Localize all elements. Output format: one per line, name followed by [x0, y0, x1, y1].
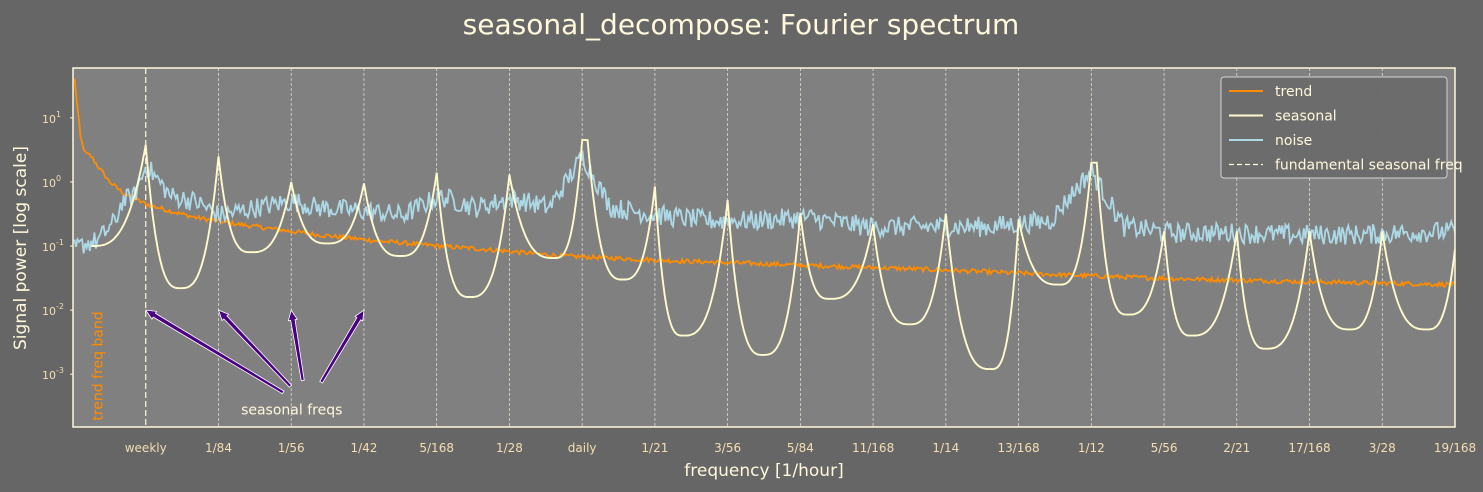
- legend-label: trend: [1275, 84, 1312, 100]
- x-tick-label: 1/21: [641, 441, 668, 455]
- x-tick-label: 5/168: [419, 441, 454, 455]
- legend-label: seasonal: [1275, 109, 1337, 125]
- y-tick-label: 10-1: [42, 238, 64, 254]
- x-tick-label: 1/84: [205, 441, 232, 455]
- chart-title: seasonal_decompose: Fourier spectrum: [463, 8, 1020, 41]
- seasonal-arrow: [287, 309, 305, 382]
- seasonal-arrow: [217, 309, 293, 388]
- x-tick-label: daily: [568, 441, 597, 455]
- legend-label: fundamental seasonal freq: [1275, 158, 1463, 174]
- x-tick-label: 3/28: [1369, 441, 1396, 455]
- x-axis-label: frequency [1/hour]: [684, 461, 843, 481]
- y-tick-label: 101: [42, 110, 61, 126]
- plot-clip-group: [73, 68, 1455, 427]
- y-axis-label: Signal power [log scale]: [11, 146, 31, 350]
- y-tick-label: 10-2: [42, 302, 64, 318]
- x-tick-label: 5/56: [1151, 441, 1178, 455]
- y-tick-labels: 101 100 10-1 10-2 10-3: [42, 110, 73, 382]
- x-tick-label: 1/56: [278, 441, 305, 455]
- plot-frame: [72, 67, 1456, 428]
- x-tick-label: 1/28: [496, 441, 523, 455]
- x-tick-label: 3/56: [714, 441, 741, 455]
- x-tick-label: 1/12: [1078, 441, 1105, 455]
- legend: trend seasonal noise fundamental seasonal f…: [1220, 76, 1463, 179]
- seasonal-freqs-label: seasonal freqs: [241, 403, 342, 419]
- x-tick-labels: weekly 1/84 1/56 1/42 5/168 1/28 daily 1/21 3/56…: [125, 441, 1476, 455]
- seasonal-arrow: [144, 309, 285, 395]
- y-tick-label: 100: [42, 174, 61, 190]
- y-tick-label: 10-3: [42, 366, 64, 382]
- trend-series-line: [73, 78, 1455, 288]
- legend-label: noise: [1275, 133, 1312, 149]
- x-tick-label: 1/42: [350, 441, 377, 455]
- noise-series-line: [73, 150, 1455, 254]
- annotations: trend freq band seasonal freqs: [90, 309, 365, 421]
- x-tick-label: 11/168: [852, 441, 894, 455]
- trend-band-label: trend freq band: [90, 311, 106, 420]
- x-tick-label: 5/84: [787, 441, 814, 455]
- seasonal-arrow: [319, 309, 365, 384]
- legend-box: [1220, 76, 1448, 179]
- x-tick-label: 19/168: [1434, 441, 1476, 455]
- x-tick-label: 2/21: [1223, 441, 1250, 455]
- x-tick-label: 1/14: [932, 441, 959, 455]
- x-tick-label: 17/168: [1288, 441, 1330, 455]
- seasonal-series-line: [91, 139, 1455, 371]
- x-tick-label: 13/168: [997, 441, 1039, 455]
- x-tick-label: weekly: [125, 441, 167, 455]
